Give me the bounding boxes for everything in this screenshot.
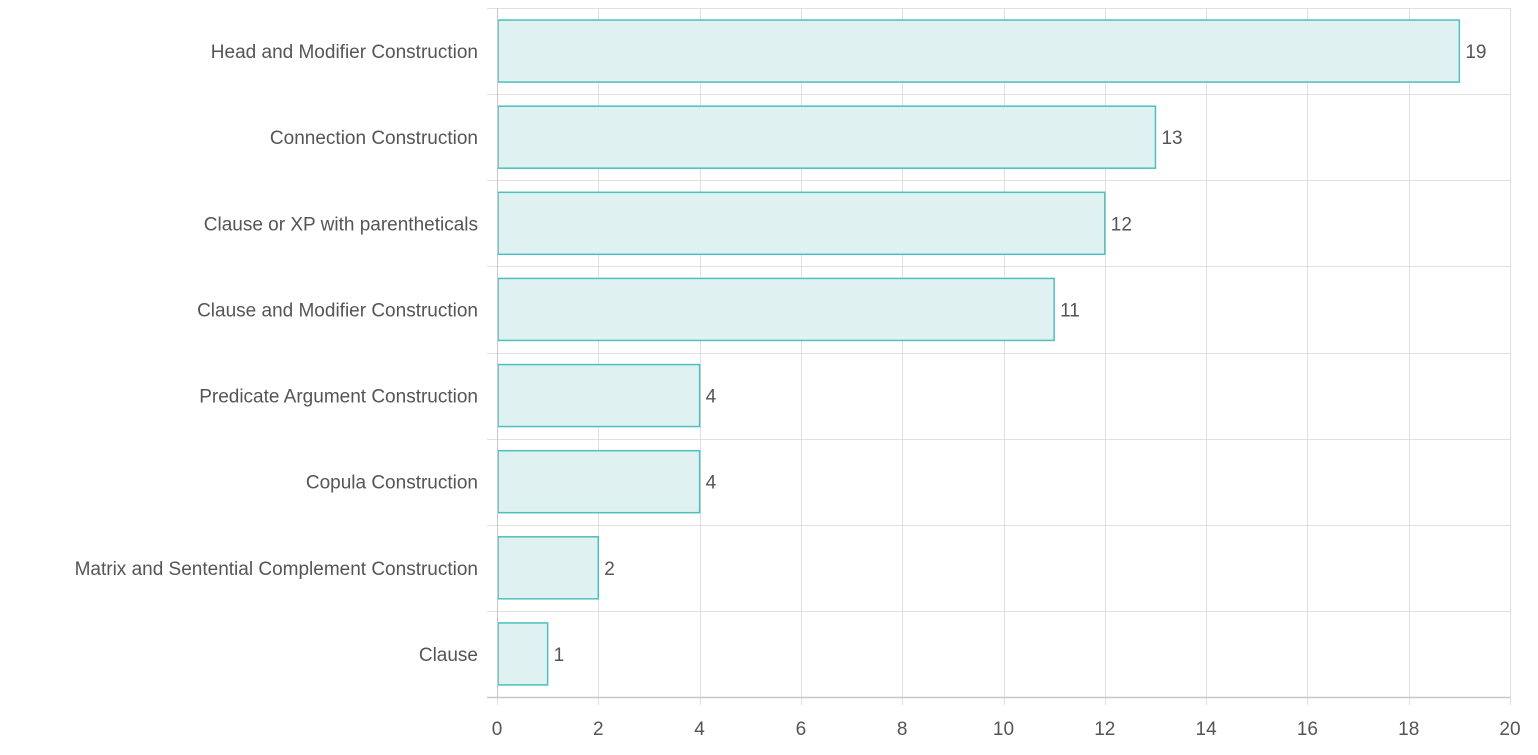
bar	[497, 449, 701, 514]
x-tick-label: 8	[897, 719, 908, 740]
category-label: Copula Construction	[306, 473, 478, 494]
category-label: Predicate Argument Construction	[199, 387, 478, 408]
data-label: 4	[706, 387, 717, 408]
bar	[497, 19, 1461, 83]
x-tick-label: 16	[1297, 719, 1318, 740]
bar	[497, 191, 1106, 256]
bar	[497, 536, 600, 600]
axes	[487, 8, 1510, 699]
x-tick-label: 2	[593, 719, 604, 740]
data-label: 4	[706, 473, 717, 494]
x-tick-label: 0	[492, 719, 503, 740]
category-label: Connection Construction	[270, 128, 478, 149]
data-label: 19	[1465, 42, 1486, 63]
data-label: 1	[554, 645, 565, 666]
data-label: 11	[1060, 300, 1080, 321]
bar	[497, 622, 549, 686]
x-tick-label: 14	[1196, 719, 1218, 740]
bar	[497, 277, 1055, 342]
x-tick-label: 20	[1499, 719, 1520, 740]
bars	[497, 19, 1461, 686]
x-tick-label: 10	[993, 719, 1014, 740]
x-tick-label: 18	[1398, 719, 1419, 740]
category-label: Clause and Modifier Construction	[197, 300, 478, 321]
category-label: Clause	[419, 645, 478, 666]
data-label: 2	[604, 559, 615, 580]
data-label: 13	[1161, 128, 1182, 149]
x-tick-label: 4	[694, 719, 705, 740]
x-tick-label: 12	[1094, 719, 1115, 740]
category-label: Matrix and Sentential Complement Constru…	[75, 559, 478, 580]
category-label: Clause or XP with parentheticals	[204, 214, 478, 235]
data-label: 12	[1111, 214, 1132, 235]
category-label: Head and Modifier Construction	[211, 42, 478, 63]
x-tick-label: 6	[796, 719, 807, 740]
bar	[497, 363, 701, 428]
bar	[497, 105, 1157, 169]
